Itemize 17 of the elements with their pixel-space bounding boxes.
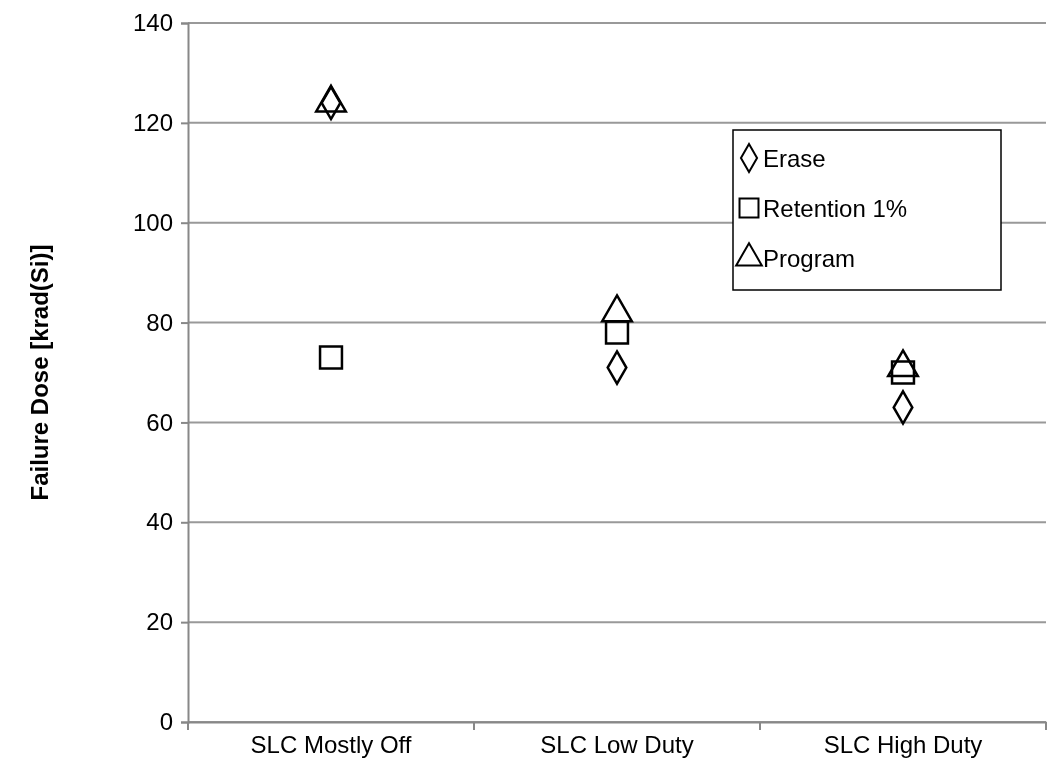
y-tick-label: 20: [146, 608, 173, 636]
x-tick-label: SLC Low Duty: [540, 731, 694, 759]
y-tick-label: 40: [146, 508, 173, 536]
y-tick-label: 140: [132, 9, 173, 37]
y-tick-label: 60: [146, 408, 173, 436]
x-tick-label: SLC High Duty: [823, 731, 983, 759]
point: [318, 345, 344, 370]
point: [604, 320, 630, 345]
legend-label: Erase: [763, 145, 826, 172]
y-tick-label: 0: [159, 708, 173, 736]
legend-label: Retention 1%: [763, 195, 908, 222]
legend-label: Program: [763, 245, 856, 272]
y-tick-label: 80: [146, 308, 173, 336]
y-tick-label: 100: [132, 208, 173, 236]
x-tick-label: SLC Mostly Off: [250, 731, 412, 759]
y-tick-label: 120: [132, 109, 173, 137]
y-axis-title: Failure Dose [krad(Si)]: [26, 244, 53, 501]
